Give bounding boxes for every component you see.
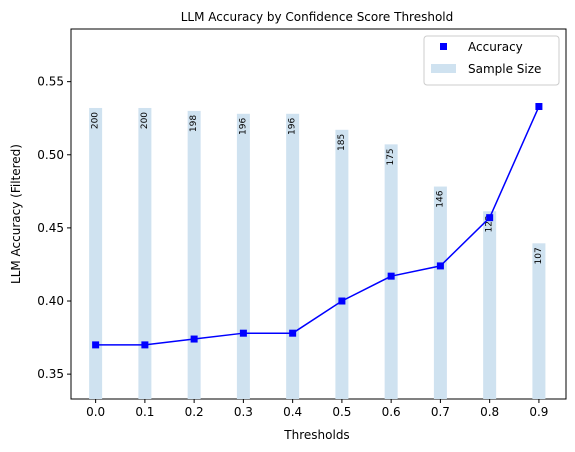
x-axis-label: Thresholds — [283, 428, 349, 442]
legend-sample-size-label: Sample Size — [468, 62, 541, 76]
accuracy-marker — [240, 330, 247, 337]
y-tick-label: 0.40 — [37, 294, 64, 308]
sample-size-label: 175 — [386, 148, 396, 165]
sample-size-bar — [138, 108, 151, 399]
accuracy-marker — [486, 214, 493, 221]
y-tick-label: 0.50 — [37, 148, 64, 162]
x-tick-label: 0.5 — [332, 405, 351, 419]
x-axis: 0.0 0.1 0.2 0.3 0.4 0.5 0.6 0.7 0.8 0.9 — [86, 399, 548, 419]
accuracy-line — [96, 107, 539, 345]
accuracy-marker — [338, 298, 345, 305]
sample-size-bar — [286, 114, 299, 399]
accuracy-marker — [191, 336, 198, 343]
chart-title: LLM Accuracy by Confidence Score Thresho… — [181, 10, 454, 24]
x-tick-label: 0.9 — [529, 405, 548, 419]
legend-accuracy-label: Accuracy — [468, 40, 523, 54]
sample-size-label: 200 — [140, 112, 150, 129]
legend: Accuracy Sample Size — [424, 36, 559, 85]
sample-size-label: 198 — [189, 115, 199, 132]
sample-size-bar — [188, 111, 201, 399]
accuracy-markers — [92, 103, 542, 348]
sample-size-label: 146 — [435, 190, 445, 207]
sample-size-bar — [237, 114, 250, 399]
x-tick-label: 0.8 — [480, 405, 499, 419]
accuracy-marker — [535, 103, 542, 110]
sample-size-bars — [89, 108, 545, 399]
accuracy-marker — [92, 341, 99, 348]
x-tick-label: 0.0 — [86, 405, 105, 419]
sample-size-bar — [385, 144, 398, 399]
x-tick-label: 0.3 — [234, 405, 253, 419]
sample-size-bar — [335, 130, 348, 399]
x-tick-label: 0.6 — [382, 405, 401, 419]
sample-size-label: 200 — [91, 112, 101, 129]
accuracy-marker — [141, 341, 148, 348]
sample-size-label: 196 — [238, 118, 248, 135]
x-tick-label: 0.1 — [135, 405, 154, 419]
sample-size-bar — [434, 187, 447, 399]
y-axis: 0.35 0.40 0.45 0.50 0.55 — [37, 75, 71, 381]
sample-size-label: 185 — [337, 134, 347, 151]
sample-size-label: 196 — [288, 118, 298, 135]
y-tick-label: 0.45 — [37, 221, 64, 235]
sample-size-bar — [483, 211, 496, 399]
accuracy-marker — [437, 262, 444, 269]
accuracy-marker — [388, 273, 395, 280]
sample-size-label: 107 — [534, 247, 544, 264]
y-tick-label: 0.35 — [37, 367, 64, 381]
x-tick-label: 0.7 — [431, 405, 450, 419]
sample-size-bar — [532, 243, 545, 399]
y-axis-label: LLM Accuracy (Filtered) — [9, 144, 23, 284]
legend-sample-size-swatch — [431, 64, 456, 73]
accuracy-marker — [289, 330, 296, 337]
y-tick-label: 0.55 — [37, 75, 64, 89]
x-tick-label: 0.4 — [283, 405, 302, 419]
legend-accuracy-swatch — [440, 43, 447, 50]
x-tick-label: 0.2 — [185, 405, 204, 419]
sample-size-bar — [89, 108, 102, 399]
